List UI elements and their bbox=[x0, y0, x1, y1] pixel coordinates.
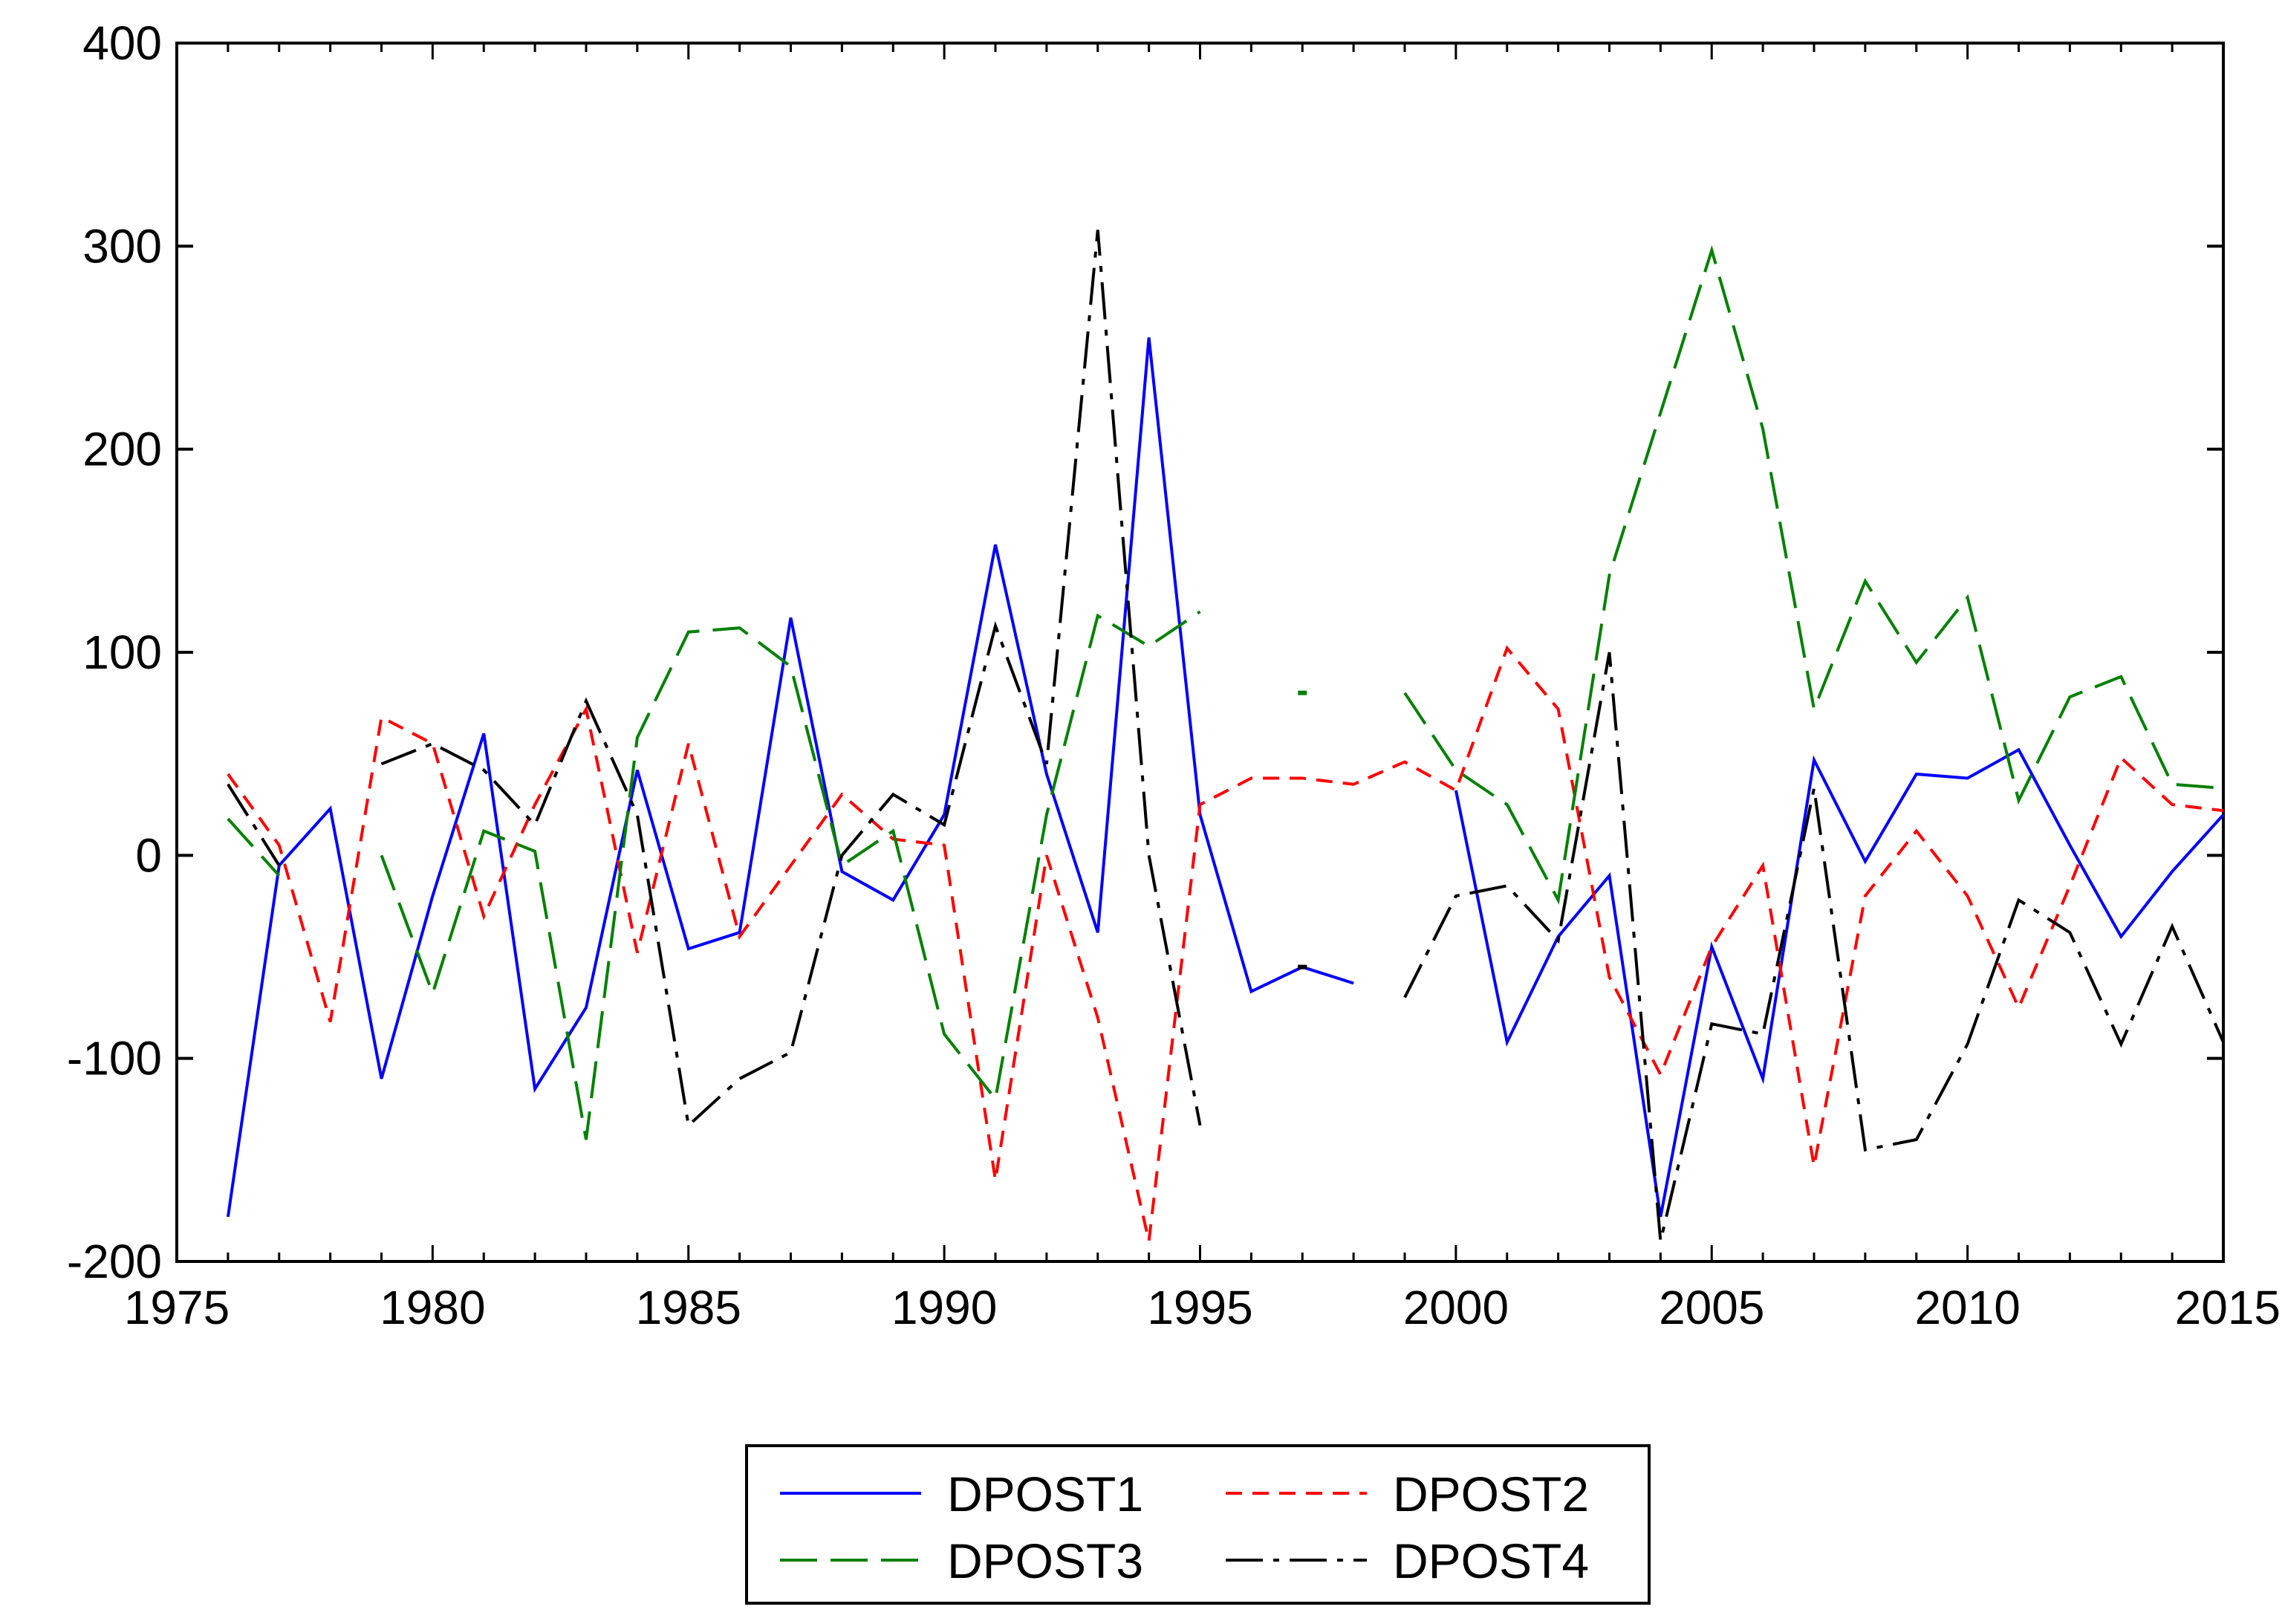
x-tick-label: 2010 bbox=[1914, 1281, 2020, 1334]
y-tick-label: -100 bbox=[67, 1032, 162, 1085]
x-tick-label: 1985 bbox=[636, 1281, 741, 1334]
y-axis: -200 -100 0 100 200 300 400 bbox=[67, 16, 2223, 1288]
legend: DPOST1 DPOST2 DPOST3 DPOST4 bbox=[745, 1444, 1651, 1605]
legend-box bbox=[745, 1444, 1651, 1605]
series-line-dpost1 bbox=[226, 337, 2225, 1218]
plot-frame bbox=[175, 42, 2225, 1263]
y-tick-label: 200 bbox=[82, 423, 162, 476]
x-tick-label: 1990 bbox=[891, 1281, 997, 1334]
y-tick-label: 400 bbox=[82, 16, 162, 70]
series-line-dpost3 bbox=[227, 244, 2224, 1140]
x-axis: 1975 1980 1985 1990 1995 2000 2005 2010 2015 bbox=[124, 43, 2281, 1334]
y-tick-label: -200 bbox=[67, 1235, 162, 1288]
legend-label-dpost4: DPOST4 bbox=[1393, 1533, 1589, 1588]
x-tick-label: 1980 bbox=[380, 1281, 485, 1334]
legend-label-dpost3: DPOST3 bbox=[947, 1533, 1143, 1588]
legend-label-dpost1: DPOST1 bbox=[947, 1467, 1143, 1521]
x-tick-label: 1975 bbox=[124, 1281, 230, 1334]
series-layer bbox=[226, 230, 2225, 1242]
x-tick-label: 1995 bbox=[1147, 1281, 1252, 1334]
y-tick-label: 300 bbox=[82, 219, 162, 273]
x-tick-label: 2005 bbox=[1659, 1281, 1764, 1334]
legend-label-dpost2: DPOST2 bbox=[1393, 1467, 1589, 1521]
x-tick-label: 2000 bbox=[1403, 1281, 1509, 1334]
y-tick-label: 0 bbox=[135, 828, 162, 882]
y-tick-label: 100 bbox=[82, 626, 162, 679]
x-tick-label: 2015 bbox=[2175, 1281, 2281, 1334]
series-line-dpost2 bbox=[227, 645, 2224, 1242]
series-line-dpost4 bbox=[227, 230, 2225, 1242]
